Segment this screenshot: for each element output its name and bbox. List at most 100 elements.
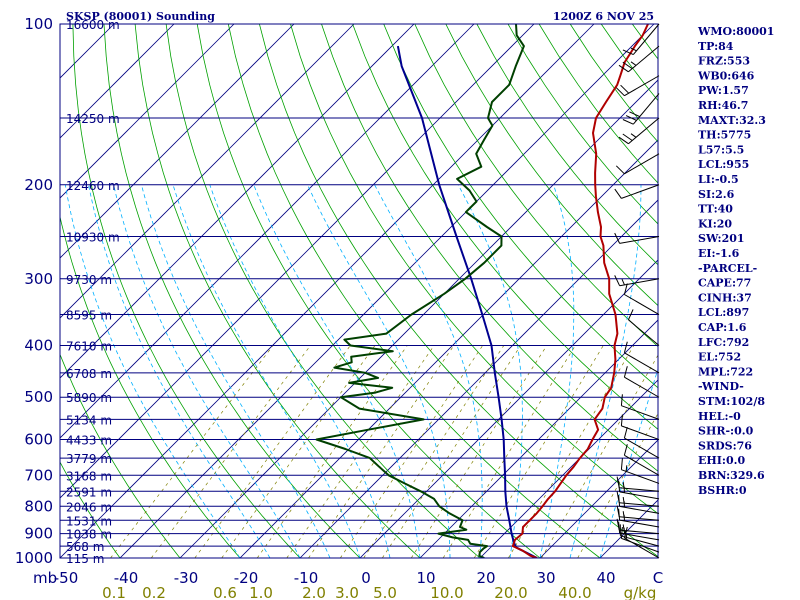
wind-barb [622,93,660,125]
moist-adiabat [172,184,361,558]
chart-title: SKSP (80001) Sounding [66,10,215,23]
height-label: 4433 m [66,434,112,448]
index-entry: PW:1.57 [698,84,749,97]
temperature-tick-label: 10 [416,569,435,587]
height-label: 6708 m [66,367,112,381]
index-entry: HEL:-0 [698,410,741,423]
height-label: 9730 m [66,273,112,287]
mixing-ratio-line [286,345,435,558]
height-label: 16600 m [66,18,120,32]
isotherm-line [419,319,658,558]
index-entry: SI:2.6 [698,188,735,201]
mixing-ratio-line [541,354,658,558]
wind-barb [615,75,660,97]
height-label: 14250 m [66,112,120,126]
index-entry: LI:-0.5 [698,173,739,186]
wind-barb [616,505,660,521]
dry-adiabat [227,24,601,558]
wind-barb [615,153,660,175]
height-label: 115 m [66,552,104,566]
pressure-tick-label: 800 [24,497,53,515]
temperature-tick-label: 20 [476,569,495,587]
wind-barb [627,309,660,346]
temperature-axis-label: C [653,569,663,587]
sounding-traces [315,24,649,558]
mixing-ratio-line [256,345,408,558]
mixing-ratio-line [150,345,311,558]
index-entry: EL:752 [698,351,741,364]
height-label: 5134 m [66,413,112,427]
index-entry: WB0:646 [697,69,755,82]
index-entry: MPL:722 [698,365,753,378]
mixing-ratio-line [382,345,521,558]
mixing-ratio-line [363,345,505,558]
wind-barb [620,394,660,420]
temperature-trace [511,24,649,558]
mixing-ratio-tick-label: 0.1 [102,584,126,600]
index-entry: LCL:897 [698,306,749,319]
dry-adiabat [788,24,800,558]
plot-frame [59,23,659,559]
wind-barb [622,23,660,56]
index-entry: BSHR:0 [698,484,747,497]
isotherm-line [60,24,355,319]
isotherm-line [539,439,658,558]
pressure-tick-label: 500 [24,388,53,406]
wind-barb [616,518,660,535]
isotherm-line [60,24,595,558]
isobars [60,23,658,559]
temperature-tick-label: 40 [596,569,615,587]
wind-barb [620,458,660,484]
wind-barb [623,341,660,374]
height-label: 1038 m [66,528,112,542]
mixing-ratio-line [194,345,351,558]
mixing-ratio-line [339,345,483,558]
mixing-ratio-line [442,345,576,558]
height-label: 2591 m [66,485,112,499]
temperature-tick-label: -20 [234,569,259,587]
index-entry: KI:20 [698,217,732,230]
mixing-ratio-line [308,345,455,558]
dewpoint-trace [315,24,525,558]
pressure-tick-label: 200 [24,176,53,194]
index-entry: FRZ:553 [698,55,750,68]
index-entry: SW:201 [698,232,745,245]
mixing-ratio-line [110,345,274,558]
index-entry: STM:102/8 [698,395,765,408]
mixing-ratio-tick-label: 10.0 [430,584,463,600]
index-entry: BRN:329.6 [698,469,765,482]
isotherm-line [239,139,658,558]
isotherm-line [60,24,175,139]
isotherm-line [479,379,658,558]
wind-barb [616,476,660,492]
wind-barb [614,232,660,244]
temperature-tick-label: 30 [536,569,555,587]
index-entry: TH:5775 [698,129,751,142]
wind-barb [623,444,660,476]
index-entry: CINH:37 [698,291,752,304]
index-entry: MAXT:32.3 [698,114,766,127]
isotherm-line [60,24,535,499]
wind-barb [623,283,660,315]
moist-adiabat [113,184,301,558]
wind-barb [620,414,660,441]
temperature-tick-label: -10 [294,569,319,587]
mixing-ratio-tick-label: 0.2 [142,584,166,600]
mixing-ratio-tick-label: 40.0 [558,584,591,600]
wind-barb [616,491,660,507]
mixing-ratio-tick-label: 3.0 [335,584,359,600]
temperature-tick-label: -40 [114,569,139,587]
wind-barb [614,184,660,199]
wind-barb [623,426,660,459]
index-entry: EHI:0.0 [698,454,745,467]
pressure-tick-label: 700 [24,466,53,484]
temperature-tick-label: 0 [361,569,371,587]
moist-adiabat [307,184,451,558]
pressure-tick-label: 600 [24,431,53,449]
index-entry: CAPE:77 [698,277,751,290]
pressure-axis-label: mb [33,569,57,587]
wind-barb [618,117,660,145]
mixing-ratio-line [221,345,376,558]
